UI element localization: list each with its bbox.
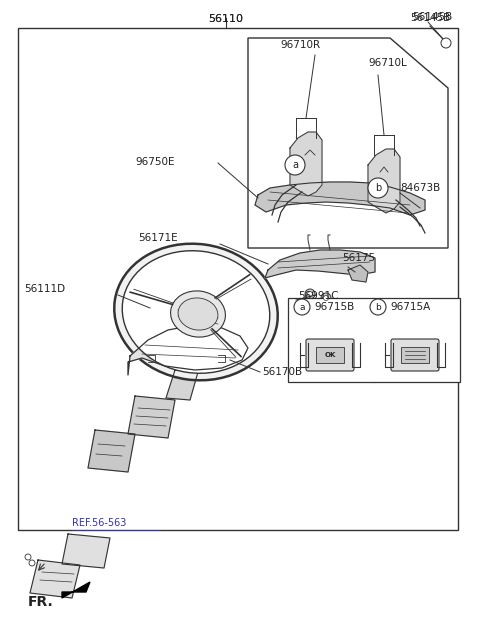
- Polygon shape: [368, 149, 400, 213]
- Ellipse shape: [114, 244, 278, 380]
- Text: 96750E: 96750E: [135, 157, 175, 167]
- Polygon shape: [62, 534, 110, 568]
- Text: 56145B: 56145B: [412, 12, 452, 22]
- Bar: [401, 347, 429, 363]
- Ellipse shape: [122, 251, 270, 373]
- Polygon shape: [128, 325, 248, 375]
- Bar: [18, 28, 458, 530]
- Polygon shape: [290, 132, 322, 196]
- Ellipse shape: [178, 298, 218, 330]
- Text: OK: OK: [324, 352, 336, 358]
- Circle shape: [321, 293, 331, 303]
- Text: 56110: 56110: [208, 14, 243, 24]
- Text: 56145B: 56145B: [410, 13, 450, 23]
- Polygon shape: [62, 582, 90, 598]
- Circle shape: [441, 38, 451, 48]
- Text: b: b: [375, 303, 381, 311]
- Text: FR.: FR.: [28, 595, 54, 609]
- Circle shape: [25, 554, 31, 560]
- Circle shape: [305, 289, 315, 299]
- Circle shape: [285, 155, 305, 175]
- Text: 96710L: 96710L: [368, 58, 407, 68]
- Polygon shape: [88, 430, 135, 472]
- Text: 56175: 56175: [342, 253, 375, 263]
- Text: b: b: [375, 183, 381, 193]
- Text: REF.56-563: REF.56-563: [72, 518, 126, 528]
- Polygon shape: [128, 396, 175, 438]
- Text: 96710R: 96710R: [280, 40, 320, 50]
- Polygon shape: [348, 265, 368, 282]
- Text: a: a: [299, 303, 305, 311]
- Text: 56991C: 56991C: [298, 291, 338, 301]
- Circle shape: [324, 296, 328, 301]
- Text: 96715B: 96715B: [314, 302, 354, 312]
- Text: a: a: [292, 160, 298, 170]
- Circle shape: [294, 299, 310, 315]
- Text: 96715A: 96715A: [390, 302, 430, 312]
- FancyBboxPatch shape: [391, 339, 439, 371]
- Polygon shape: [30, 560, 80, 598]
- Polygon shape: [166, 370, 198, 400]
- Text: 56111D: 56111D: [24, 284, 65, 294]
- Circle shape: [370, 299, 386, 315]
- Text: 56171E: 56171E: [138, 233, 178, 243]
- Circle shape: [368, 178, 388, 198]
- Text: 84673B: 84673B: [400, 183, 440, 193]
- Ellipse shape: [170, 291, 226, 337]
- Bar: [316, 347, 344, 363]
- Polygon shape: [248, 38, 448, 248]
- FancyBboxPatch shape: [306, 339, 354, 371]
- Text: 56110: 56110: [208, 14, 243, 24]
- Polygon shape: [265, 250, 375, 278]
- Polygon shape: [255, 182, 425, 215]
- Bar: [288, 298, 460, 382]
- Circle shape: [308, 292, 312, 296]
- Text: 56170B: 56170B: [262, 367, 302, 377]
- Circle shape: [29, 560, 35, 566]
